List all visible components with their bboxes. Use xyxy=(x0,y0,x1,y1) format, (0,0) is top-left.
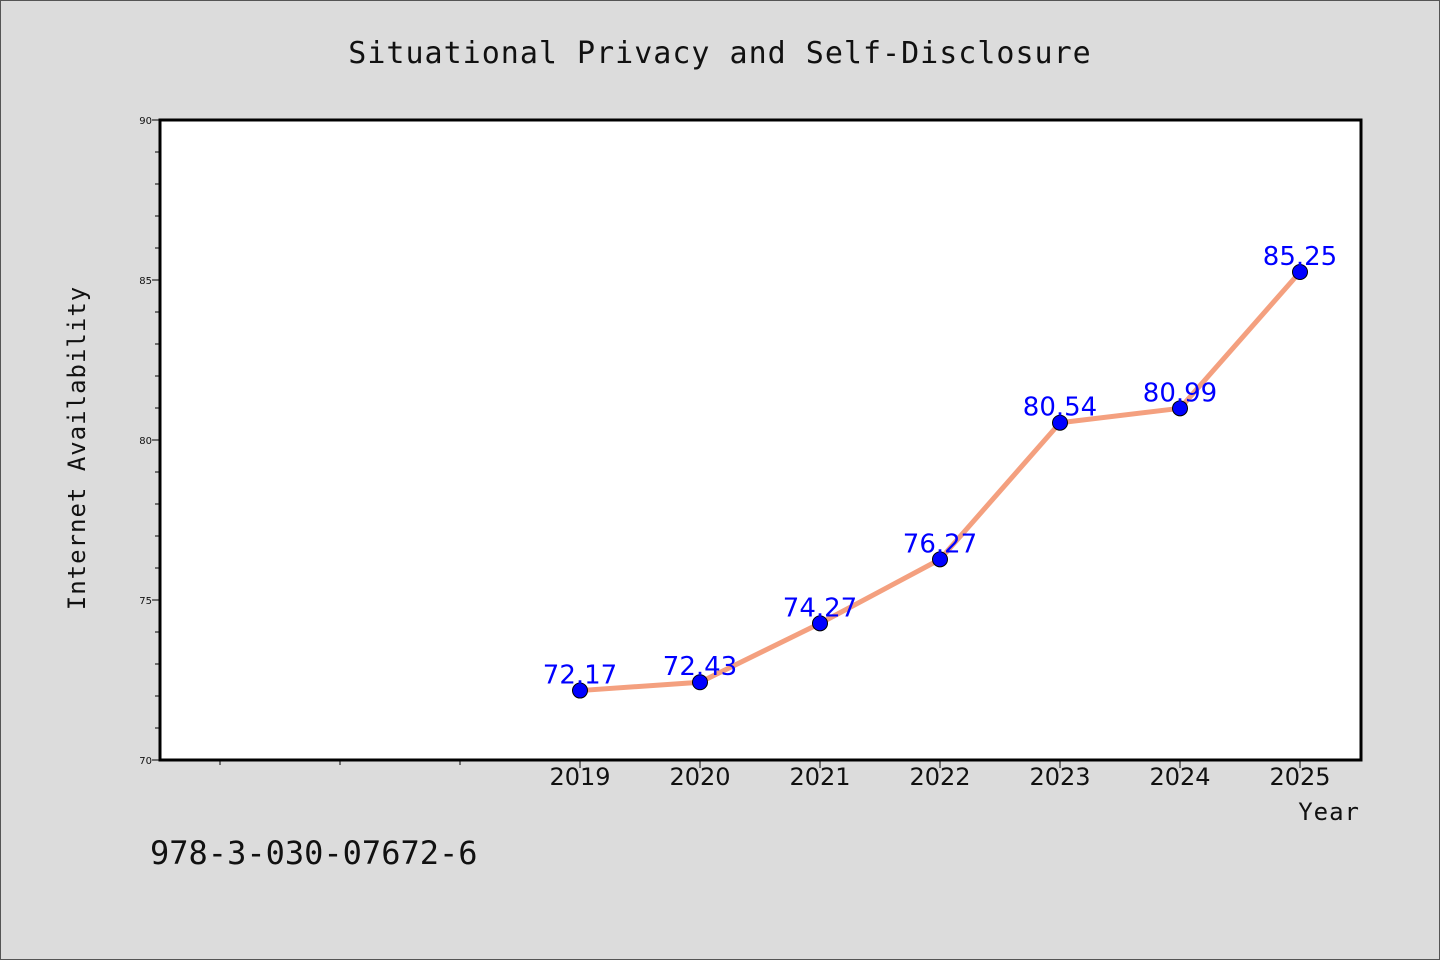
isbn-footer: 978-3-030-07672-6 xyxy=(150,834,478,872)
data-label-2021: 74.27 xyxy=(783,593,857,623)
data-label-2019: 72.17 xyxy=(543,661,617,691)
data-label-2022: 76.27 xyxy=(903,529,977,559)
x-tick-label: 2019 xyxy=(549,763,610,791)
y-axis-label: Internet Availability xyxy=(63,286,91,610)
data-point-2020 xyxy=(692,674,708,691)
plot-area xyxy=(160,120,1361,760)
y-axis-ticks: 70 75 80 85 90 xyxy=(139,116,160,767)
chart-title: Situational Privacy and Self-Disclosure xyxy=(348,36,1091,71)
x-tick-label: 2024 xyxy=(1149,763,1210,791)
data-point-2023 xyxy=(1052,414,1068,431)
y-tick-label: 85 xyxy=(139,276,152,287)
data-point-2019 xyxy=(572,682,588,699)
data-label-2025: 85.25 xyxy=(1263,242,1337,272)
data-label-2024: 80.99 xyxy=(1143,378,1217,408)
y-tick-label: 90 xyxy=(139,116,152,127)
x-tick-label: 2021 xyxy=(789,763,850,791)
x-tick-label: 2025 xyxy=(1269,763,1330,791)
y-tick-label: 80 xyxy=(139,436,152,447)
data-labels: 72.17 72.43 74.27 76.27 80.54 80.99 85.25 xyxy=(543,242,1337,691)
data-label-2020: 72.43 xyxy=(663,652,737,682)
data-point-2025 xyxy=(1292,264,1308,280)
series-markers xyxy=(572,264,1308,699)
plot-border xyxy=(158,118,1363,762)
data-point-2024 xyxy=(1172,400,1188,417)
x-axis-label: Year xyxy=(1298,798,1360,826)
y-tick-label: 70 xyxy=(139,756,152,767)
x-tick-label: 2020 xyxy=(669,763,730,791)
x-tick-label: 2023 xyxy=(1029,763,1090,791)
x-axis-ticks: 2019 2020 2021 2022 2023 2024 2025 xyxy=(549,760,1331,791)
data-point-2022 xyxy=(932,551,948,568)
x-tick-label: 2022 xyxy=(909,763,970,791)
data-label-2023: 80.54 xyxy=(1023,393,1097,423)
y-tick-label: 75 xyxy=(139,596,152,607)
data-point-2021 xyxy=(812,615,828,632)
